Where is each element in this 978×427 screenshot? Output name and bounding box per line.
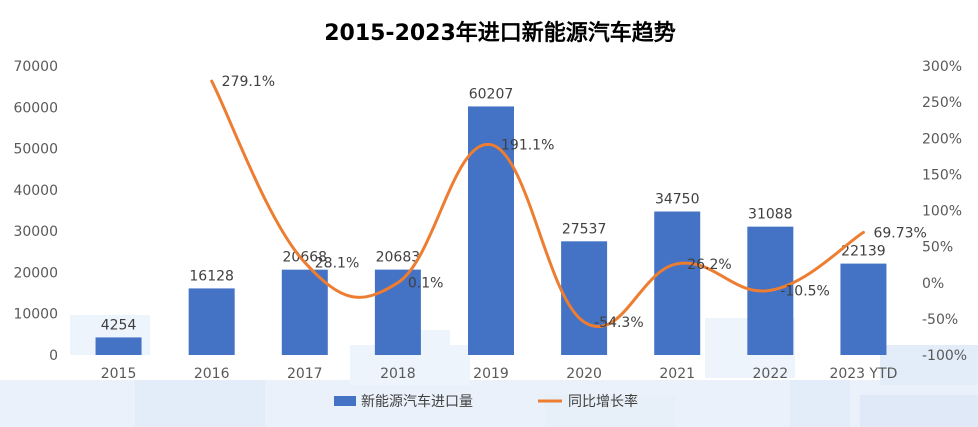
left-axis-tick-label: 30000 [13, 224, 58, 240]
bar [654, 211, 701, 355]
left-axis-tick-label: 50000 [13, 142, 58, 158]
left-axis-tick-label: 70000 [13, 59, 58, 75]
right-axis-ticks: -100% -50% 0% 50% 100% 150% 200% 250% 300% [922, 59, 967, 364]
left-axis-ticks: 0 10000 20000 30000 40000 50000 60000 70000 [13, 59, 58, 364]
x-axis-tick-label: 2015 [101, 366, 137, 382]
bar-data-label: 34750 [655, 192, 700, 208]
x-axis-tick-label: 2021 [659, 366, 695, 382]
line-series: 279.1% 28.1% 0.1% 191.1% -54.3% 26.2% -10.5% 69… [210, 74, 927, 331]
x-axis-tick-label: 2022 [753, 366, 789, 382]
line-data-label: -10.5% [780, 283, 830, 299]
watermark-block [420, 330, 450, 350]
x-axis-ticks: 2015 2016 2017 2018 2019 2020 2021 2022 2023 YTD [101, 366, 898, 382]
left-axis-tick-label: 20000 [13, 265, 58, 281]
right-axis-tick-label: 300% [922, 59, 962, 75]
line-data-label: -54.3% [594, 315, 644, 331]
bar-data-label: 27537 [562, 221, 607, 237]
left-axis-tick-label: 10000 [13, 307, 58, 323]
line-data-label: 279.1% [222, 74, 275, 90]
growth-rate-line [210, 79, 865, 329]
right-axis-tick-label: 50% [922, 240, 953, 256]
bar [840, 263, 887, 355]
x-axis-tick-label: 2017 [287, 366, 323, 382]
legend: 新能源汽车进口量 同比增长率 [334, 393, 638, 410]
right-axis-tick-label: 0% [922, 276, 944, 292]
bar-data-label: 4254 [101, 317, 137, 333]
left-axis-tick-label: 60000 [13, 100, 58, 116]
line-data-label: 0.1% [408, 276, 444, 292]
right-axis-tick-label: 150% [922, 167, 962, 183]
x-axis-tick-label: 2023 YTD [829, 366, 897, 382]
line-data-label: 28.1% [315, 255, 359, 271]
right-axis-tick-label: 200% [922, 131, 962, 147]
line-data-label: 26.2% [687, 257, 731, 273]
legend-bar-label: 新能源汽车进口量 [361, 393, 473, 410]
watermark-block [135, 380, 265, 427]
watermark-block [790, 380, 850, 427]
watermark-block [880, 345, 978, 385]
right-axis-tick-label: 100% [922, 204, 962, 220]
watermark-block [860, 395, 978, 427]
bar-data-label: 60207 [469, 86, 514, 102]
right-axis-tick-label: -100% [922, 348, 967, 364]
bar-data-label: 20668 [283, 250, 328, 266]
watermark-block [545, 395, 675, 427]
left-axis-tick-label: 0 [49, 348, 58, 364]
legend-line-label: 同比增长率 [568, 393, 638, 410]
bar [188, 288, 235, 355]
bar-data-label: 20683 [376, 250, 421, 266]
legend-bar-swatch [334, 396, 356, 406]
right-axis-tick-label: 250% [922, 95, 962, 111]
bar-series: 4254 16128 20668 20683 60207 27537 34750 31088 2… [95, 86, 887, 356]
x-axis-tick-label: 2018 [380, 366, 416, 382]
x-axis-tick-label: 2020 [566, 366, 602, 382]
line-data-label: 69.73% [873, 225, 926, 241]
bar-data-label: 16128 [189, 268, 234, 284]
left-axis-tick-label: 40000 [13, 183, 58, 199]
x-axis-tick-label: 2019 [473, 366, 509, 382]
line-data-label: 191.1% [501, 138, 554, 154]
bar [561, 241, 608, 355]
bar [281, 269, 328, 355]
bar-data-label: 22139 [841, 244, 886, 260]
bar-data-label: 31088 [748, 207, 793, 223]
chart-title: 2015-2023年进口新能源汽车趋势 [324, 20, 676, 46]
x-axis-tick-label: 2016 [194, 366, 230, 382]
bar [95, 337, 142, 355]
right-axis-tick-label: -50% [922, 312, 958, 328]
background-watermark [0, 315, 978, 427]
